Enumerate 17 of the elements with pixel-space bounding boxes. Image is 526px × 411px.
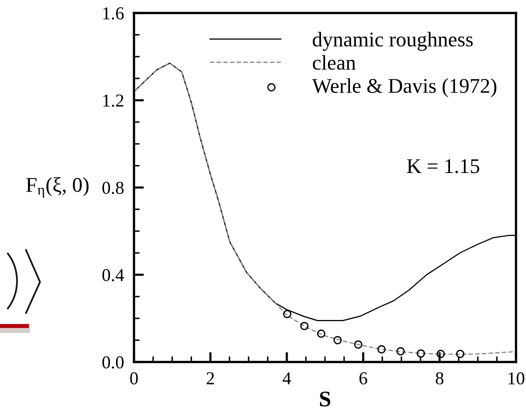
- y-tick-label: 1.6: [103, 7, 124, 20]
- x-tick-label: 8: [436, 372, 444, 384]
- x-tick-label: 10: [508, 372, 524, 384]
- legend-label: dynamic roughness: [312, 32, 473, 51]
- y-axis-title: F$_{η}$(ξ, 0): [26, 177, 89, 198]
- y-tick-label: 1.2: [103, 94, 124, 107]
- y-tick-label: 0.0: [102, 356, 124, 369]
- legend-label: clean: [312, 55, 356, 70]
- x-tick-label: 2: [206, 372, 214, 384]
- x-tick-label: 6: [359, 372, 368, 384]
- legend-label: Werle & Davis (1972): [312, 78, 496, 98]
- y-tick-label: 0.8: [102, 182, 124, 194]
- x-axis-title: S: [320, 392, 330, 407]
- annotation: K = 1.15: [407, 159, 480, 174]
- y-tick-label: 0.4: [102, 269, 124, 282]
- x-tick-label: 4: [282, 372, 292, 384]
- x-tick-label: 0: [130, 372, 138, 384]
